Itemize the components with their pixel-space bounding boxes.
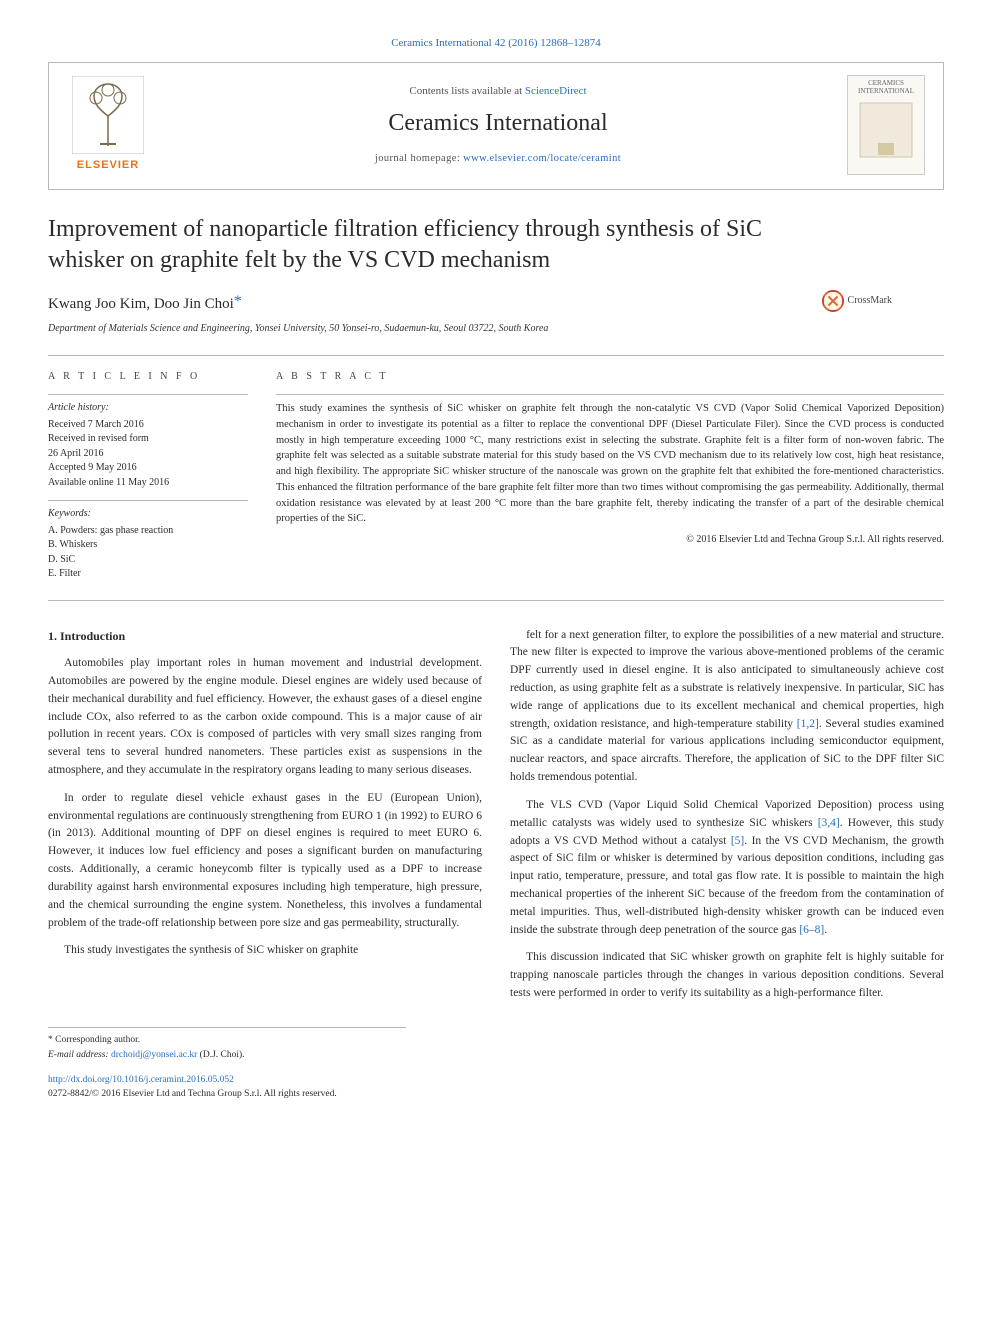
homepage-prefix: journal homepage: <box>375 153 463 164</box>
author-list: Kwang Joo Kim, Doo Jin Choi* <box>48 290 944 316</box>
history-line: Available online 11 May 2016 <box>48 476 248 491</box>
divider <box>48 355 944 356</box>
corresponding-note: * Corresponding author. <box>48 1034 406 1048</box>
article-history: Article history: Received 7 March 2016 R… <box>48 394 248 490</box>
article-info: A R T I C L E I N F O Article history: R… <box>48 370 248 582</box>
abstract-block: A B S T R A C T This study examines the … <box>276 370 944 582</box>
masthead-center: Contents lists available at ScienceDirec… <box>167 84 829 166</box>
text-run: felt for a next generation filter, to ex… <box>510 629 944 730</box>
email-name: (D.J. Choi). <box>197 1050 244 1060</box>
elsevier-tree-icon <box>72 76 144 154</box>
affiliation: Department of Materials Science and Engi… <box>48 322 944 337</box>
journal-name: Ceramics International <box>167 106 829 141</box>
article-title: Improvement of nanoparticle filtration e… <box>48 214 944 276</box>
body-columns: 1. Introduction Automobiles play importa… <box>48 627 944 1003</box>
author-1: Kwang Joo Kim, <box>48 296 154 312</box>
running-head: Ceramics International 42 (2016) 12868–1… <box>48 36 944 52</box>
author-2: Doo Jin Choi <box>154 296 234 312</box>
abstract-copyright: © 2016 Elsevier Ltd and Techna Group S.r… <box>276 533 944 548</box>
keywords-block: Keywords: A. Powders: gas phase reaction… <box>48 500 248 582</box>
keyword: D. SiC <box>48 553 248 568</box>
title-row: Improvement of nanoparticle filtration e… <box>48 214 944 276</box>
email-label: E-mail address: <box>48 1050 111 1060</box>
contents-line: Contents lists available at ScienceDirec… <box>167 84 829 100</box>
divider <box>48 600 944 601</box>
abstract-text: This study examines the synthesis of SiC… <box>276 394 944 527</box>
citation-link[interactable]: [3,4] <box>818 817 840 829</box>
running-head-link[interactable]: Ceramics International 42 (2016) 12868–1… <box>391 37 601 49</box>
issn-copyright: 0272-8842/© 2016 Elsevier Ltd and Techna… <box>48 1088 944 1102</box>
history-line: Accepted 9 May 2016 <box>48 461 248 476</box>
citation-link[interactable]: [5] <box>731 835 744 847</box>
elsevier-wordmark: ELSEVIER <box>77 158 139 174</box>
history-line: 26 April 2016 <box>48 447 248 462</box>
footnotes: * Corresponding author. E-mail address: … <box>48 1027 406 1063</box>
citation-link[interactable]: [1,2] <box>797 718 819 730</box>
contents-prefix: Contents lists available at <box>409 85 524 97</box>
paragraph: In order to regulate diesel vehicle exha… <box>48 790 482 933</box>
masthead: ELSEVIER Contents lists available at Sci… <box>48 62 944 190</box>
crossmark-badge[interactable]: CrossMark <box>822 290 892 312</box>
doi-link[interactable]: http://dx.doi.org/10.1016/j.ceramint.201… <box>48 1075 234 1085</box>
info-abstract-row: A R T I C L E I N F O Article history: R… <box>48 370 944 582</box>
publisher-logo: ELSEVIER <box>67 76 149 174</box>
crossmark-label: CrossMark <box>848 294 892 309</box>
cover-art-icon <box>856 95 916 165</box>
cover-title: CERAMICS INTERNATIONAL <box>852 80 920 95</box>
history-line: Received 7 March 2016 <box>48 418 248 433</box>
doi-block: http://dx.doi.org/10.1016/j.ceramint.201… <box>48 1074 944 1102</box>
crossmark-icon <box>822 290 844 312</box>
keywords-label: Keywords: <box>48 507 248 522</box>
sciencedirect-link[interactable]: ScienceDirect <box>525 85 587 97</box>
paragraph: Automobiles play important roles in huma… <box>48 655 482 780</box>
history-label: Article history: <box>48 401 248 416</box>
paragraph: This discussion indicated that SiC whisk… <box>510 949 944 1002</box>
corresponding-mark-icon: * <box>234 293 242 310</box>
text-run: . In the VS CVD Mechanism, the growth as… <box>510 835 944 936</box>
paragraph: The VLS CVD (Vapor Liquid Solid Chemical… <box>510 797 944 940</box>
homepage-line: journal homepage: www.elsevier.com/locat… <box>167 151 829 166</box>
abstract-heading: A B S T R A C T <box>276 370 944 385</box>
article-info-heading: A R T I C L E I N F O <box>48 370 248 385</box>
keyword: A. Powders: gas phase reaction <box>48 524 248 539</box>
paragraph: This study investigates the synthesis of… <box>48 942 482 960</box>
citation-link[interactable]: [6–8] <box>799 924 824 936</box>
journal-cover-thumb: CERAMICS INTERNATIONAL <box>847 75 925 175</box>
history-line: Received in revised form <box>48 432 248 447</box>
keyword: B. Whiskers <box>48 538 248 553</box>
email-line: E-mail address: drchoidj@yonsei.ac.kr (D… <box>48 1049 406 1063</box>
section-heading: 1. Introduction <box>48 627 482 646</box>
paragraph: felt for a next generation filter, to ex… <box>510 627 944 787</box>
text-run: . <box>824 924 827 936</box>
homepage-link[interactable]: www.elsevier.com/locate/ceramint <box>463 153 621 164</box>
keyword: E. Filter <box>48 567 248 582</box>
email-link[interactable]: drchoidj@yonsei.ac.kr <box>111 1050 197 1060</box>
